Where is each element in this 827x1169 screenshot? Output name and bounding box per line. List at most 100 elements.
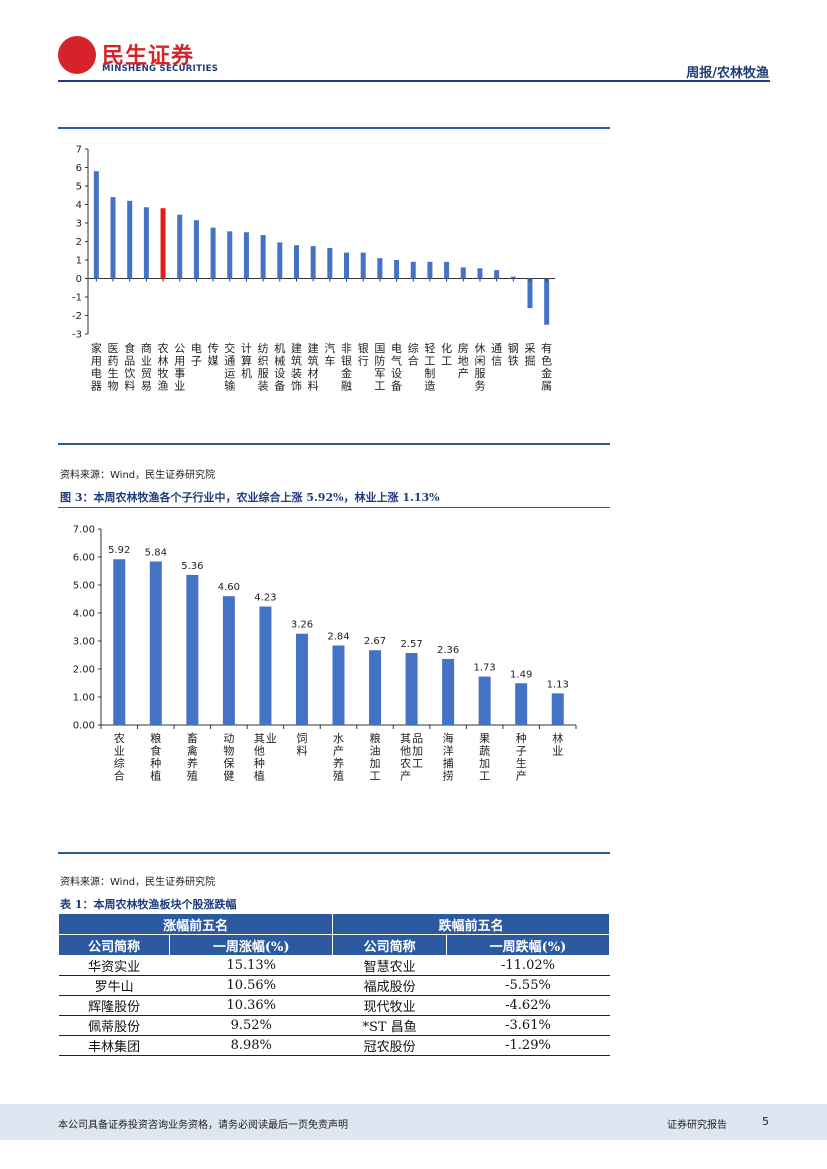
- x-label-非银金融: 融: [341, 380, 352, 393]
- x-label-粮食种植: 种: [150, 756, 161, 770]
- bar-纺织服装: [260, 235, 266, 279]
- x-label-有色金属: 色: [541, 354, 552, 368]
- group-up-header: 涨幅前五名: [57, 913, 334, 935]
- x-label-建筑材料: 料: [308, 379, 319, 393]
- x-label-汽车: 汽: [324, 341, 335, 355]
- bar-化工: [444, 261, 450, 279]
- x-label-商业贸易: 易: [141, 380, 152, 393]
- x-label-水产养殖: 殖: [333, 770, 344, 783]
- x-label-电子: 子: [191, 355, 202, 368]
- up-value: 9.52%: [169, 1015, 333, 1036]
- x-label-粮食种植: 食: [150, 744, 161, 758]
- header-divider: [58, 80, 770, 82]
- x-label-交通运输: 交: [224, 341, 235, 355]
- x-label-粮食种植: 粮: [150, 731, 161, 745]
- bar-其他种植业: [259, 606, 272, 725]
- x-label-畜禽养殖: 养: [187, 756, 198, 770]
- page-title: 周报/农林牧渔: [686, 66, 769, 81]
- x-label-农林牧渔: 渔: [158, 380, 169, 393]
- x-label-公用事业: 事: [174, 367, 185, 380]
- y-tick-label: 0: [76, 274, 82, 285]
- x-label-果蔬加工: 果: [479, 732, 490, 745]
- up-value: 10.56%: [169, 975, 333, 996]
- bar-计算机: [243, 232, 249, 279]
- x-label-采掘: 掘: [524, 354, 535, 368]
- x-label-建筑装饰: 饰: [291, 379, 302, 393]
- x-label-交通运输: 输: [224, 379, 235, 393]
- y-tick-label: 4.00: [73, 609, 95, 620]
- bar-动物保健: [222, 596, 235, 725]
- x-label-其他农产品加工: 产: [400, 769, 411, 783]
- bar-轻工制造: [427, 261, 433, 279]
- table-row: 罗牛山 10.56% 福成股份 -5.55%: [58, 975, 610, 996]
- data-label: 2.67: [364, 636, 386, 647]
- table-row: 辉隆股份 10.36% 现代牧业 -4.62%: [58, 995, 610, 1016]
- x-label-电子: 电: [191, 342, 202, 355]
- x-label-国防军工: 国: [374, 342, 385, 355]
- x-label-家用电器: 器: [91, 380, 102, 393]
- x-label-家用电器: 用: [91, 355, 102, 368]
- y-tick-label: -1: [72, 293, 82, 304]
- x-label-公用事业: 业: [174, 380, 185, 393]
- table-caption: 表 1：本周农林牧渔板块个股涨跌幅: [60, 898, 237, 911]
- col-name-down: 公司简称: [332, 934, 447, 956]
- x-label-水产养殖: 产: [333, 744, 344, 758]
- y-tick-label: 6: [76, 163, 82, 174]
- chart1-top-rule: [58, 127, 610, 129]
- x-label-传媒: 媒: [208, 355, 219, 368]
- x-label-医药生物: 物: [108, 379, 119, 393]
- x-label-纺织服装: 装: [258, 380, 269, 393]
- down-value: -5.55%: [446, 975, 610, 996]
- x-label-轻工制造: 造: [424, 379, 435, 393]
- x-label-轻工制造: 轻: [424, 341, 435, 355]
- x-label-建筑材料: 建: [308, 341, 319, 355]
- x-label-海洋捕捞: 捞: [443, 770, 454, 783]
- x-label-医药生物: 生: [108, 366, 119, 380]
- footer: 本公司具备证券投资咨询业务资格，请务必阅读最后一页免责声明 证券研究报告 5: [0, 1104, 827, 1140]
- x-label-其他种植业: 其: [254, 732, 265, 745]
- data-label: 1.13: [547, 679, 569, 690]
- bar-食品饮料: [127, 200, 133, 279]
- x-label-其他种植业: 他: [254, 745, 265, 758]
- x-label-休闲服务: 务: [474, 380, 485, 393]
- x-label-商业贸易: 贸: [141, 367, 152, 380]
- down-name: *ST 昌鱼: [332, 1015, 447, 1036]
- x-label-机械设备: 械: [274, 354, 285, 368]
- footer-disclaimer: 本公司具备证券投资咨询业务资格，请务必阅读最后一页免责声明: [58, 1120, 348, 1131]
- y-tick-label: 3.00: [73, 637, 95, 648]
- x-label-动物保健: 健: [223, 770, 234, 783]
- x-label-休闲服务: 闲: [474, 354, 485, 368]
- subsector-return-chart: 7.00 6.00 5.00 4.00 3.00 2.00 1.00 0.00 5.92 5.84…: [73, 525, 577, 783]
- x-label-计算机: 算: [241, 354, 252, 368]
- x-label-动物保健: 保: [223, 756, 234, 770]
- x-label-食品饮料: 食: [124, 341, 135, 355]
- x-label-商业贸易: 商: [141, 341, 152, 355]
- bar-海洋捕捞: [442, 658, 455, 725]
- x-label-纺织服装: 织: [258, 355, 269, 368]
- stock-table: 涨幅前五名 跌幅前五名 公司简称 一周涨幅(%) 公司简称 一周跌幅(%) 华资…: [57, 913, 610, 1056]
- x-label-果蔬加工: 蔬: [479, 745, 490, 758]
- bar-电子: [193, 220, 199, 279]
- x-label-其他种植业: 业: [266, 732, 277, 745]
- y-tick-label: 2: [76, 237, 82, 248]
- chart1-bottom-rule: [58, 443, 610, 445]
- x-label-机械设备: 设: [274, 367, 285, 380]
- x-label-林业: 业: [552, 745, 563, 758]
- up-name: 罗牛山: [58, 975, 170, 996]
- x-label-农林牧渔: 农: [158, 341, 169, 355]
- down-value: -4.62%: [446, 995, 610, 1016]
- bar-粮食种植: [149, 561, 162, 725]
- up-value: 15.13%: [169, 955, 333, 976]
- x-label-其他农产品加工: 他: [400, 745, 411, 758]
- x-label-通信: 信: [491, 355, 502, 368]
- bar-林业: [551, 693, 564, 725]
- chart2-caption-rule: [58, 507, 610, 508]
- bar-非银金融: [344, 252, 350, 279]
- x-label-食品饮料: 品: [124, 355, 135, 368]
- data-label: 4.23: [254, 593, 276, 604]
- down-value: -11.02%: [446, 955, 610, 976]
- up-name: 佩蒂股份: [58, 1015, 170, 1036]
- x-label-医药生物: 药: [108, 355, 119, 368]
- bar-有色金属: [544, 278, 550, 325]
- x-label-种子生产: 种: [516, 731, 527, 745]
